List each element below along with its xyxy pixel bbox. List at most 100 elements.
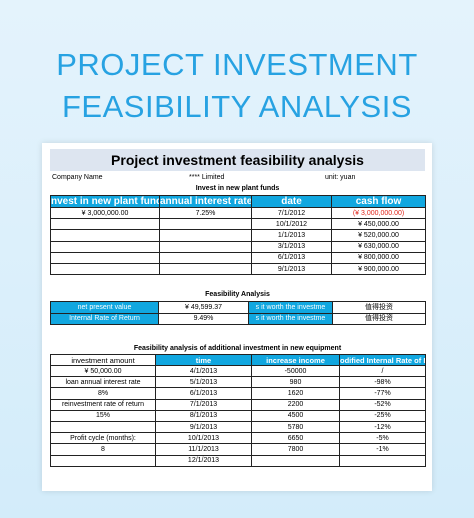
cell[interactable]: -1% xyxy=(339,443,426,456)
cell[interactable] xyxy=(50,454,156,467)
cell[interactable]: 8/1/2013 xyxy=(155,409,252,422)
cell[interactable]: (¥ 3,000,000.00) xyxy=(331,206,426,220)
cell[interactable]: -50000 xyxy=(251,364,340,378)
company-label: Company Name xyxy=(52,174,103,181)
cell[interactable]: ¥ 450,000.00 xyxy=(331,218,426,231)
cell[interactable]: 980 xyxy=(251,376,340,389)
cell[interactable]: 4/1/2013 xyxy=(155,364,252,378)
hero-title-line1: PROJECT INVESTMENT xyxy=(56,47,418,82)
cell[interactable]: 5/1/2013 xyxy=(155,376,252,389)
cell[interactable]: 12/1/2013 xyxy=(155,454,252,467)
sheet-title: Project investment feasibility analysis xyxy=(50,149,425,171)
cell[interactable] xyxy=(159,218,252,231)
cell[interactable]: loan annual interest rate xyxy=(50,376,156,389)
npv-value[interactable]: ¥ 49,599.37 xyxy=(158,301,249,314)
section-equipment-title: Feasibility analysis of additional inves… xyxy=(133,345,342,352)
header-cashflow: cash flow xyxy=(331,195,426,208)
cell[interactable]: 10/1/2013 xyxy=(155,432,252,445)
cell[interactable]: -98% xyxy=(339,376,426,389)
cell[interactable]: ¥ 900,000.00 xyxy=(331,262,426,276)
cell[interactable] xyxy=(50,262,160,276)
spreadsheet: Project investment feasibility analysis … xyxy=(42,143,432,491)
table-row: 9/1/2013 ¥ 900,000.00 xyxy=(50,262,426,276)
header-date: date xyxy=(251,195,332,208)
cell[interactable] xyxy=(339,454,426,467)
cell[interactable]: 7.25% xyxy=(159,206,252,220)
cell[interactable] xyxy=(50,218,160,231)
cell[interactable]: 11/1/2013 xyxy=(155,443,252,456)
header-time: time xyxy=(155,354,252,366)
table-row: net present value ¥ 49,599.37 s it worth… xyxy=(50,301,426,314)
cell[interactable]: 6650 xyxy=(251,432,340,445)
equipment-header-row: investment amount time increase income o… xyxy=(50,354,426,366)
worth-answer[interactable]: 值得投资 xyxy=(332,312,426,325)
cell[interactable]: -25% xyxy=(339,409,426,422)
cell[interactable]: 5780 xyxy=(251,420,340,434)
table-row: 8 11/1/2013 7800 -1% xyxy=(50,443,426,456)
table-row: ¥ 50,000.00 4/1/2013 -50000 / xyxy=(50,364,426,378)
header-mirr: odified Internal Rate of Retur xyxy=(339,354,426,366)
cell[interactable] xyxy=(251,454,340,467)
cell[interactable]: ¥ 520,000.00 xyxy=(331,229,426,242)
cell[interactable]: 6/1/2013 xyxy=(155,387,252,400)
cell[interactable] xyxy=(159,229,252,242)
cell[interactable]: Profit cycle (months): xyxy=(50,432,156,445)
company-value: **** Limited xyxy=(189,174,225,181)
cell[interactable]: 9/1/2013 xyxy=(251,262,332,276)
cell[interactable]: 7/1/2012 xyxy=(251,206,332,220)
cell[interactable] xyxy=(159,251,252,264)
cell[interactable]: 15% xyxy=(50,409,156,422)
header-increase-income: increase income xyxy=(251,354,340,366)
cell[interactable]: 1620 xyxy=(251,387,340,400)
cell[interactable] xyxy=(159,240,252,253)
cell[interactable] xyxy=(50,240,160,253)
worth-question: s it worth the investme xyxy=(248,312,333,325)
cell[interactable]: ¥ 3,000,000.00 xyxy=(50,206,160,220)
cell[interactable]: ¥ 50,000.00 xyxy=(50,364,156,378)
table-row: reinvestment rate of return 7/1/2013 220… xyxy=(50,398,426,411)
header-invest: nvest in new plant funds xyxy=(50,195,160,208)
cell[interactable]: -5% xyxy=(339,432,426,445)
cell[interactable]: 8 xyxy=(50,443,156,456)
table-row: 6/1/2013 ¥ 800,000.00 xyxy=(50,251,426,264)
cell[interactable] xyxy=(50,251,160,264)
worth-question: s it worth the investme xyxy=(248,301,333,314)
cell[interactable]: 3/1/2013 xyxy=(251,240,332,253)
irr-value[interactable]: 9.49% xyxy=(158,312,249,325)
table-row: Internal Rate of Return 9.49% s it worth… xyxy=(50,312,426,325)
unit-label: unit: yuan xyxy=(325,174,356,181)
cell[interactable]: 1/1/2013 xyxy=(251,229,332,242)
cell[interactable]: -77% xyxy=(339,387,426,400)
hero-title-line2: FEASIBILITY ANALYSIS xyxy=(61,89,412,124)
section-feasibility-title: Feasibility Analysis xyxy=(205,291,270,298)
hero-title: PROJECT INVESTMENT FEASIBILITY ANALYSIS xyxy=(0,44,474,128)
table-row: loan annual interest rate 5/1/2013 980 -… xyxy=(50,376,426,389)
cell[interactable]: -12% xyxy=(339,420,426,434)
cell[interactable] xyxy=(159,262,252,276)
cell[interactable] xyxy=(50,420,156,434)
table-row: 9/1/2013 5780 -12% xyxy=(50,420,426,434)
cell[interactable]: -52% xyxy=(339,398,426,411)
feasibility-table: net present value ¥ 49,599.37 s it worth… xyxy=(50,301,426,325)
cell[interactable]: 7800 xyxy=(251,443,340,456)
cell[interactable]: 8% xyxy=(50,387,156,400)
cell[interactable]: 9/1/2013 xyxy=(155,420,252,434)
cell[interactable]: / xyxy=(339,364,426,378)
cell[interactable]: 6/1/2013 xyxy=(251,251,332,264)
cell[interactable] xyxy=(50,229,160,242)
irr-label: Internal Rate of Return xyxy=(50,312,159,325)
cell[interactable]: reinvestment rate of return xyxy=(50,398,156,411)
cell[interactable]: 4500 xyxy=(251,409,340,422)
cell[interactable]: ¥ 800,000.00 xyxy=(331,251,426,264)
cell[interactable]: 7/1/2013 xyxy=(155,398,252,411)
npv-label: net present value xyxy=(50,301,159,314)
cell[interactable]: 2200 xyxy=(251,398,340,411)
worth-answer[interactable]: 值得投资 xyxy=(332,301,426,314)
equipment-table: investment amount time increase income o… xyxy=(50,354,426,467)
cell[interactable]: 10/1/2012 xyxy=(251,218,332,231)
table-row: 15% 8/1/2013 4500 -25% xyxy=(50,409,426,422)
table-row: 3/1/2013 ¥ 630,000.00 xyxy=(50,240,426,253)
cell[interactable]: investment amount xyxy=(50,354,156,366)
cell[interactable]: ¥ 630,000.00 xyxy=(331,240,426,253)
table-row: 8% 6/1/2013 1620 -77% xyxy=(50,387,426,400)
